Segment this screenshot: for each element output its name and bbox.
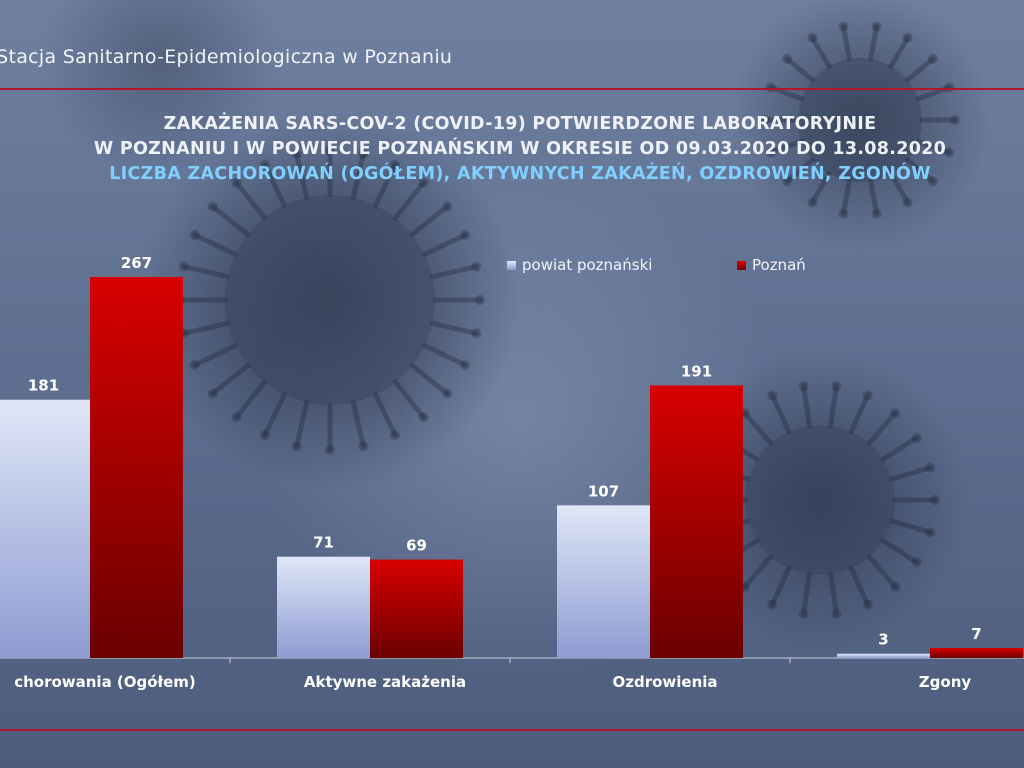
data-label-powiat-3: 3 <box>878 631 888 649</box>
legend-swatch-poznan <box>737 261 746 270</box>
bar-poznan-2 <box>650 385 743 658</box>
legend-swatch-powiat <box>507 261 516 270</box>
data-label-poznan-3: 7 <box>971 625 981 643</box>
category-label-3: Zgony <box>919 673 972 691</box>
data-label-powiat-0: 181 <box>28 377 59 395</box>
category-label-2: Ozdrowienia <box>612 673 717 691</box>
footer-divider <box>0 729 1024 731</box>
bar-powiat-0 <box>0 399 90 658</box>
title-line-2: W POZNANIU I W POWIECIE POZNAŃSKIM W OKR… <box>93 139 947 159</box>
bar-powiat-3 <box>837 653 930 658</box>
bar-poznan-0 <box>90 277 183 658</box>
data-label-powiat-1: 71 <box>313 534 334 552</box>
legend-item-poznan: Poznań <box>737 256 806 274</box>
bar-poznan-3 <box>930 648 1023 658</box>
bar-powiat-2 <box>557 505 650 658</box>
organization-name: wa Stacja Sanitarno-Epidemiologiczna w P… <box>0 46 453 68</box>
bar-powiat-1 <box>277 556 370 658</box>
data-label-poznan-2: 191 <box>681 362 712 380</box>
bar-poznan-1 <box>370 559 463 658</box>
legend-label-powiat: powiat poznański <box>522 256 653 274</box>
category-label-1: Aktywne zakażenia <box>304 673 466 691</box>
data-label-poznan-0: 267 <box>121 254 152 272</box>
title-line-1: ZAKAŻENIA SARS-COV-2 (COVID-19) POTWIERD… <box>163 114 877 134</box>
category-label-0: chorowania (Ogółem) <box>14 673 196 691</box>
legend-item-powiat: powiat poznański <box>507 256 652 274</box>
data-label-powiat-2: 107 <box>588 482 619 500</box>
chart-title: ZAKAŻENIA SARS-COV-2 (COVID-19) POTWIERD… <box>0 112 1024 187</box>
title-line-3: LICZBA ZACHOROWAŃ (OGÓŁEM), AKTYWNYCH ZA… <box>109 164 931 184</box>
data-label-poznan-1: 69 <box>406 537 427 555</box>
legend-label-poznan: Poznań <box>752 256 806 274</box>
header-divider <box>0 88 1024 90</box>
